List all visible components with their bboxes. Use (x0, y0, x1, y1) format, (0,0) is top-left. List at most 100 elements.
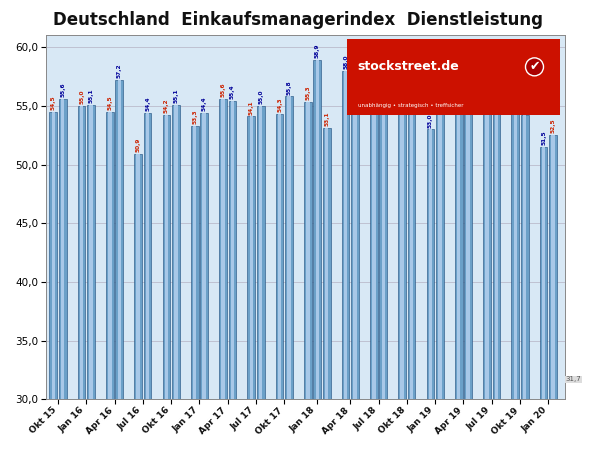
Text: 55,4: 55,4 (230, 85, 235, 99)
Bar (542, 147, 545, 400)
Bar (174, 105, 178, 400)
Text: 55,0: 55,0 (79, 89, 84, 104)
Bar (523, 115, 526, 400)
Bar (203, 113, 206, 400)
Bar (164, 115, 168, 400)
Bar (521, 115, 529, 400)
Bar (398, 112, 406, 400)
Text: 55,5: 55,5 (465, 83, 471, 98)
Bar (380, 79, 387, 400)
Bar (59, 99, 67, 400)
Bar (52, 112, 55, 400)
Text: 54,4: 54,4 (201, 97, 207, 111)
Bar (351, 112, 359, 400)
Bar (108, 112, 111, 400)
Bar (436, 100, 444, 400)
Text: 55,0: 55,0 (258, 89, 263, 104)
Bar (278, 114, 281, 400)
Bar (146, 113, 150, 400)
Bar (257, 106, 265, 400)
Text: 54,5: 54,5 (400, 95, 405, 110)
Bar (287, 97, 291, 400)
Bar (117, 80, 121, 400)
Bar (457, 101, 461, 400)
Text: 55,0: 55,0 (371, 89, 376, 104)
Bar (370, 106, 378, 400)
Bar (231, 101, 234, 400)
Bar (191, 126, 198, 400)
Bar (61, 99, 64, 400)
Text: 54,5: 54,5 (107, 95, 113, 110)
Bar (408, 102, 415, 400)
Text: 58,0: 58,0 (343, 54, 348, 69)
Bar (144, 113, 151, 400)
Bar (427, 129, 434, 400)
Bar (306, 102, 309, 400)
Bar (342, 70, 349, 400)
Bar (429, 129, 432, 400)
Bar (259, 106, 262, 400)
Bar (410, 102, 413, 400)
Bar (464, 100, 472, 400)
Text: 55,4: 55,4 (513, 85, 518, 99)
Bar (540, 147, 548, 400)
Bar (485, 97, 489, 400)
Text: 54,1: 54,1 (249, 100, 254, 115)
Bar (514, 101, 517, 400)
Bar (304, 102, 312, 400)
Bar (549, 135, 557, 400)
Bar (511, 101, 519, 400)
Bar (200, 113, 208, 400)
Bar (401, 112, 404, 400)
Bar (438, 100, 442, 400)
Text: 55,3: 55,3 (409, 86, 414, 101)
Bar (315, 60, 319, 400)
Bar (163, 115, 170, 400)
Bar (89, 105, 93, 400)
Bar (551, 135, 555, 400)
Text: 54,5: 54,5 (51, 95, 56, 110)
Bar (313, 60, 321, 400)
Bar (467, 100, 470, 400)
Bar (134, 154, 142, 400)
Text: 54,5: 54,5 (352, 95, 358, 110)
Text: Deutschland  Einkaufsmanagerindex  Dienstleistung: Deutschland Einkaufsmanagerindex Dienstl… (53, 11, 543, 29)
Text: 55,1: 55,1 (173, 88, 178, 103)
Text: 50,9: 50,9 (136, 138, 141, 152)
Bar (247, 116, 255, 400)
Bar (285, 97, 293, 400)
Bar (344, 70, 347, 400)
Bar (276, 114, 284, 400)
Bar (172, 105, 180, 400)
Bar (77, 106, 85, 400)
Text: 55,8: 55,8 (485, 80, 489, 95)
Bar (353, 112, 357, 400)
Bar (219, 99, 227, 400)
Text: 55,1: 55,1 (89, 88, 94, 103)
Text: 54,2: 54,2 (522, 99, 527, 113)
Bar (49, 112, 57, 400)
Text: 31,7: 31,7 (565, 377, 581, 382)
Text: 58,9: 58,9 (315, 44, 320, 58)
Text: 54,8: 54,8 (494, 92, 499, 106)
Text: 55,5: 55,5 (437, 83, 442, 98)
Bar (193, 126, 197, 400)
Bar (372, 106, 375, 400)
Bar (87, 105, 95, 400)
Text: 54,2: 54,2 (164, 99, 169, 113)
Text: 55,3: 55,3 (305, 86, 311, 101)
Bar (323, 128, 331, 400)
Text: 55,6: 55,6 (221, 83, 225, 97)
Text: 54,4: 54,4 (145, 97, 150, 111)
Bar (381, 79, 385, 400)
Bar (492, 108, 500, 400)
Text: 57,2: 57,2 (117, 64, 122, 78)
Bar (483, 97, 491, 400)
Text: 57,3: 57,3 (381, 62, 386, 77)
Bar (136, 154, 140, 400)
Bar (221, 99, 225, 400)
Bar (229, 101, 236, 400)
Bar (116, 80, 123, 400)
Bar (325, 128, 328, 400)
Bar (495, 108, 498, 400)
